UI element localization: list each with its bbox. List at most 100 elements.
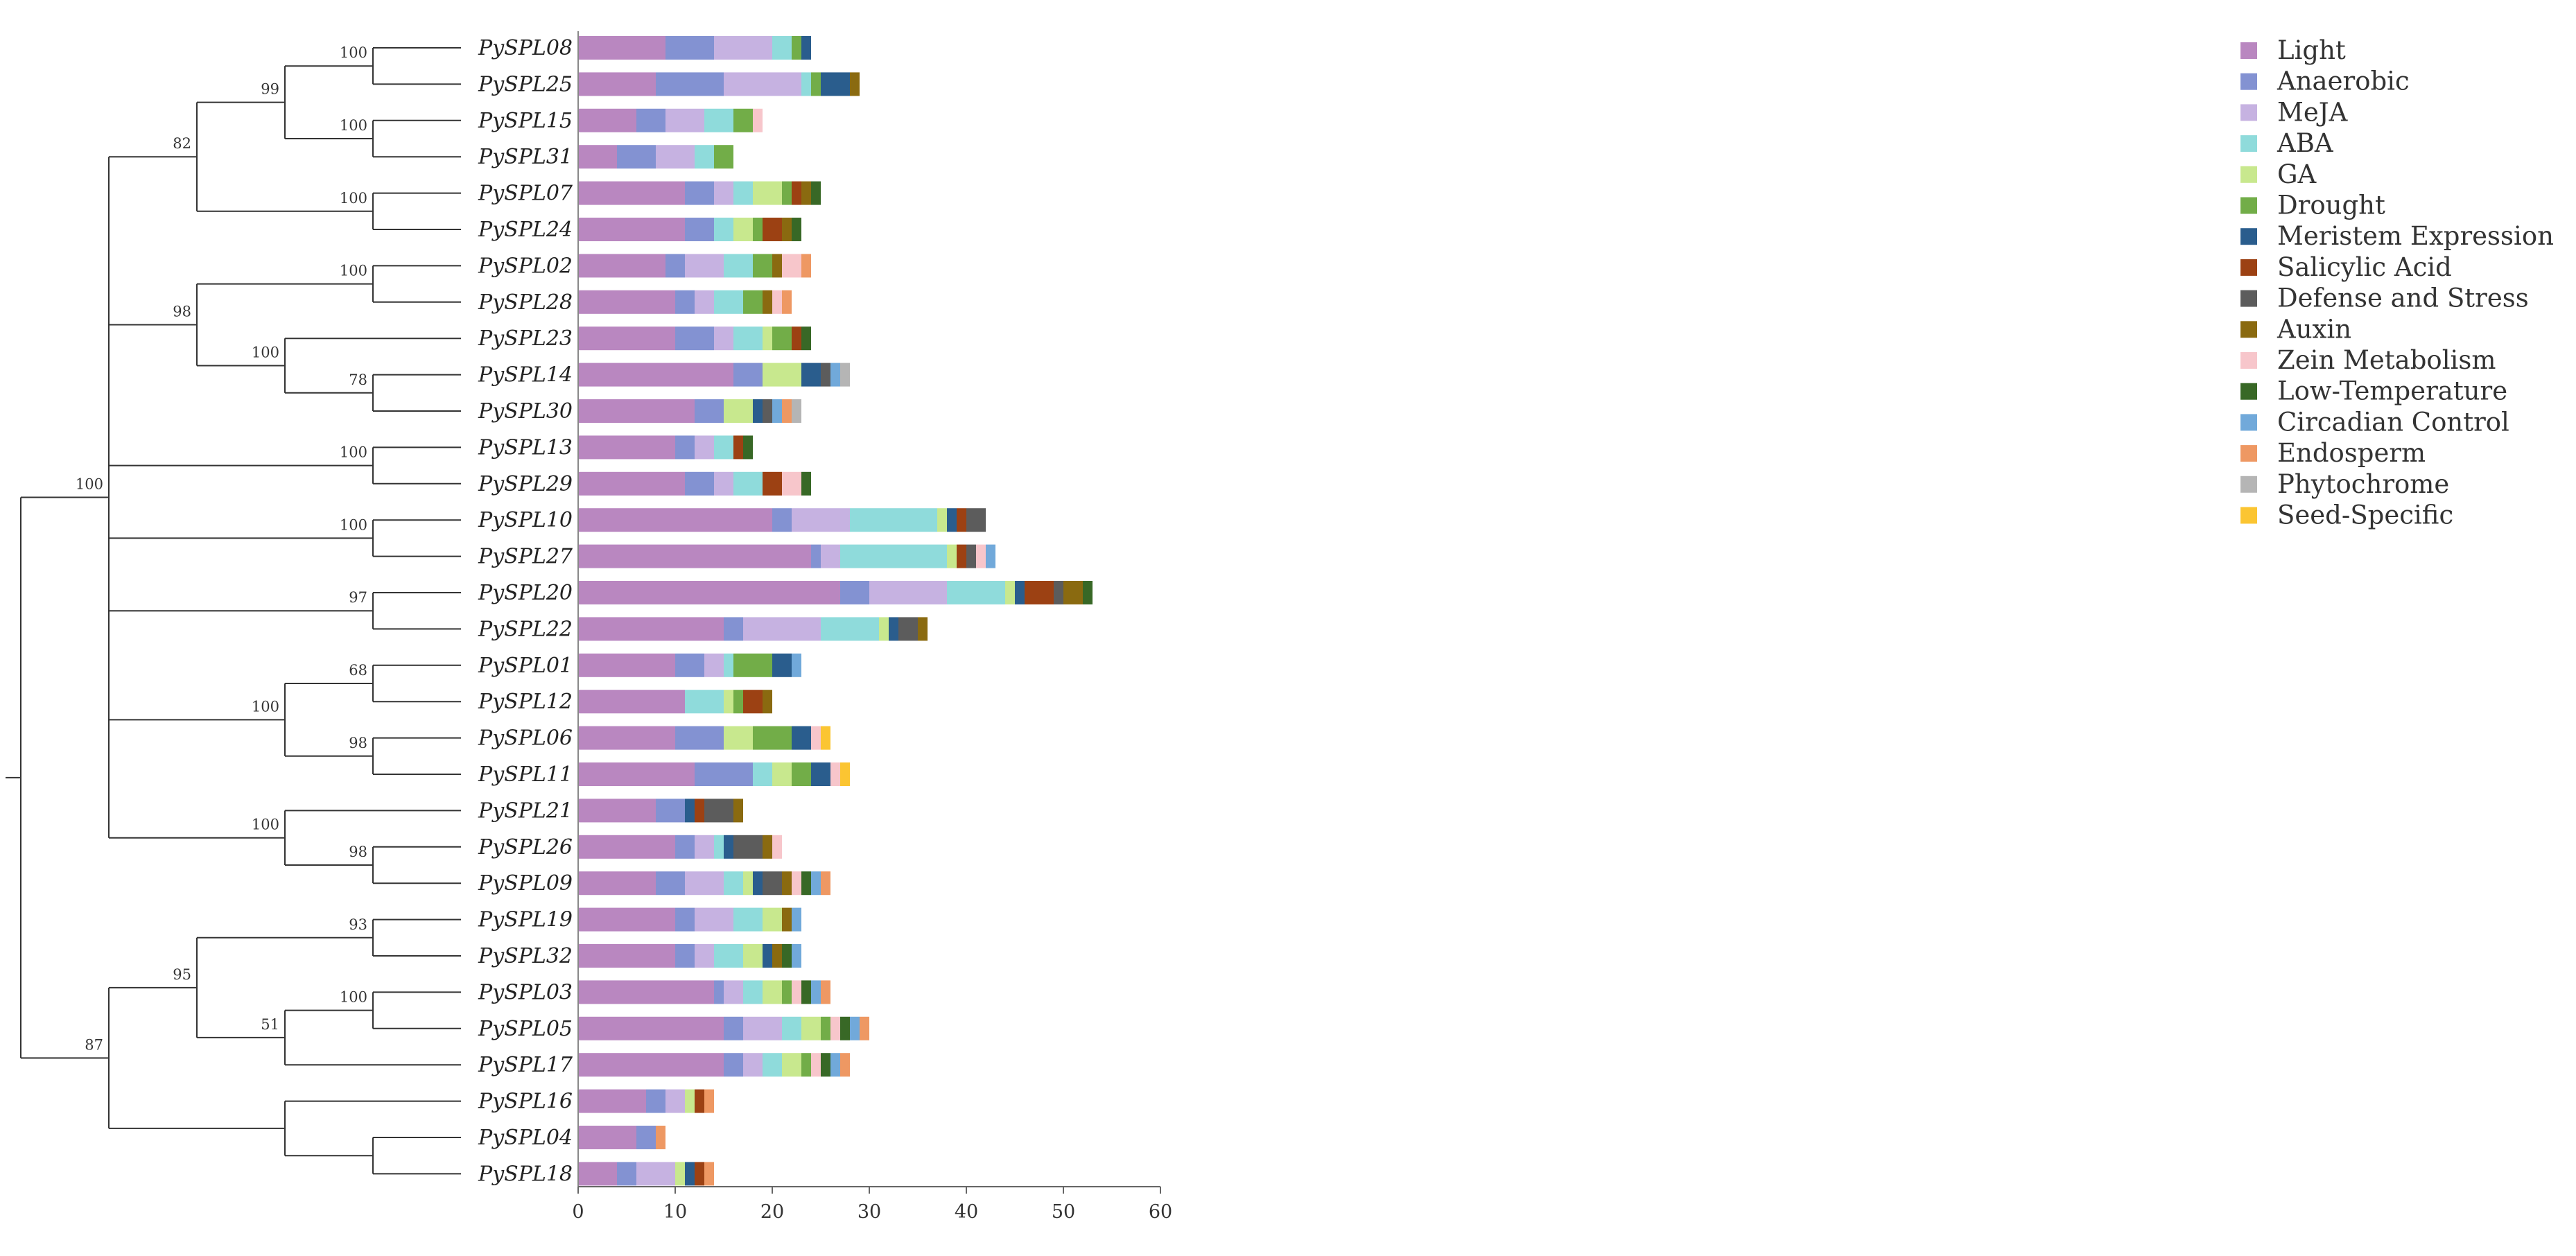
bar-segment-PySPL21-meristem-expression xyxy=(685,799,695,823)
gene-label: PySPL16 xyxy=(478,1090,573,1114)
bar-segment-PySPL09-meristem-expression xyxy=(753,871,763,896)
bar-segment-PySPL11-ga xyxy=(772,762,792,786)
bar-segment-PySPL15-drought xyxy=(733,108,753,132)
gene-label: PySPL19 xyxy=(478,908,573,932)
bar-segment-PySPL19-aba xyxy=(733,907,763,932)
legend-label: ABA xyxy=(2277,128,2334,158)
bar-segment-PySPL02-anaerobic xyxy=(665,254,685,278)
bar-segment-PySPL15-zein-metabolism xyxy=(753,108,763,132)
gene-label: PySPL10 xyxy=(478,508,573,532)
bootstrap-label: 98 xyxy=(349,735,367,751)
gene-label: PySPL25 xyxy=(478,72,573,96)
bar-segment-PySPL26-zein-metabolism xyxy=(772,835,782,859)
x-tick-label: 40 xyxy=(955,1201,978,1223)
gene-label: PySPL24 xyxy=(478,218,573,242)
bar-segment-PySPL17-low-temperature xyxy=(821,1053,830,1077)
x-tick-label: 50 xyxy=(1052,1201,1075,1223)
bar-row-PySPL01 xyxy=(578,653,801,677)
bar-segment-PySPL32-light xyxy=(578,944,675,968)
bar-segment-PySPL20-low-temperature xyxy=(1083,581,1093,604)
bar-row-PySPL04 xyxy=(578,1126,665,1149)
bar-segment-PySPL09-ga xyxy=(743,871,753,896)
bar-segment-PySPL20-anaerobic xyxy=(840,581,869,604)
bar-row-PySPL02 xyxy=(578,254,811,278)
bar-segment-PySPL09-zein-metabolism xyxy=(792,871,801,896)
bar-segment-PySPL08-light xyxy=(578,36,665,60)
bar-segment-PySPL08-aba xyxy=(772,36,792,60)
bar-segment-PySPL23-anaerobic xyxy=(675,326,714,351)
legend-item: Circadian Control xyxy=(2240,407,2509,437)
legend-swatch xyxy=(2240,73,2257,90)
bar-row-PySPL16 xyxy=(578,1089,714,1113)
bar-segment-PySPL09-low-temperature xyxy=(801,871,811,896)
bar-segment-PySPL19-auxin xyxy=(782,907,792,932)
bar-segment-PySPL05-aba xyxy=(782,1016,801,1040)
bar-segment-PySPL06-meristem-expression xyxy=(792,726,811,750)
bar-segment-PySPL26-meja xyxy=(695,835,714,859)
bar-segment-PySPL23-meja xyxy=(714,326,733,351)
bar-segment-PySPL30-light xyxy=(578,399,695,423)
bar-segment-PySPL15-anaerobic xyxy=(636,108,665,132)
bar-segment-PySPL06-drought xyxy=(753,726,792,750)
legend-swatch xyxy=(2240,507,2257,524)
legend-swatch xyxy=(2240,476,2257,493)
bar-segment-PySPL16-meja xyxy=(665,1089,685,1113)
bar-segment-PySPL05-endosperm xyxy=(860,1016,869,1040)
gene-label: PySPL28 xyxy=(478,290,573,315)
bar-segment-PySPL21-anaerobic xyxy=(656,799,685,823)
legend-label: Endosperm xyxy=(2277,438,2426,468)
legend-swatch xyxy=(2240,135,2257,152)
bar-row-PySPL15 xyxy=(578,108,763,132)
bar-segment-PySPL21-light xyxy=(578,799,656,823)
bar-segment-PySPL09-aba xyxy=(724,871,743,896)
bar-row-PySPL26 xyxy=(578,835,782,859)
bar-segment-PySPL30-ga xyxy=(724,399,753,423)
gene-label: PySPL20 xyxy=(478,581,573,605)
x-tick-label: 20 xyxy=(760,1201,784,1223)
bar-segment-PySPL32-anaerobic xyxy=(675,944,695,968)
gene-label: PySPL26 xyxy=(478,835,573,860)
bar-segment-PySPL14-phytochrome xyxy=(840,363,850,387)
bar-segment-PySPL07-drought xyxy=(782,181,792,205)
bar-segment-PySPL24-anaerobic xyxy=(685,218,714,241)
bar-segment-PySPL13-meja xyxy=(695,435,714,460)
legend-label: Seed-Specific xyxy=(2277,500,2453,530)
bar-segment-PySPL07-low-temperature xyxy=(811,181,821,205)
bar-row-PySPL11 xyxy=(578,762,850,786)
bar-segment-PySPL01-light xyxy=(578,653,675,677)
bar-segment-PySPL09-defense-and-stress xyxy=(763,871,782,896)
gene-label: PySPL22 xyxy=(478,617,573,641)
bar-segment-PySPL30-anaerobic xyxy=(695,399,724,423)
bar-segment-PySPL24-drought xyxy=(753,218,763,241)
bar-segment-PySPL13-light xyxy=(578,435,675,460)
bar-segment-PySPL27-zein-metabolism xyxy=(976,544,986,568)
legend-item: ABA xyxy=(2240,128,2334,158)
bar-segment-PySPL18-meristem-expression xyxy=(685,1162,695,1186)
bar-segment-PySPL03-circadian-control xyxy=(811,980,821,1004)
gene-label: PySPL12 xyxy=(478,690,573,714)
bar-segment-PySPL32-meristem-expression xyxy=(763,944,772,968)
bar-segment-PySPL31-drought xyxy=(714,145,733,169)
gene-label: PySPL09 xyxy=(478,871,573,896)
bar-segment-PySPL25-anaerobic xyxy=(656,72,724,96)
bar-segment-PySPL22-light xyxy=(578,617,724,641)
legend-item: Low-Temperature xyxy=(2240,376,2507,406)
bar-row-PySPL20 xyxy=(578,581,1093,604)
bar-row-PySPL13 xyxy=(578,435,753,460)
bar-row-PySPL12 xyxy=(578,690,772,714)
bar-segment-PySPL01-circadian-control xyxy=(792,653,801,677)
bar-segment-PySPL20-light xyxy=(578,581,840,604)
bar-segment-PySPL18-anaerobic xyxy=(617,1162,636,1186)
bar-segment-PySPL32-low-temperature xyxy=(782,944,792,968)
bar-segment-PySPL22-aba xyxy=(821,617,879,641)
x-axis: 0 10 20 30 40 50 60 xyxy=(572,1187,1172,1223)
bar-segment-PySPL17-aba xyxy=(763,1053,782,1077)
bar-segment-PySPL30-phytochrome xyxy=(792,399,801,423)
bar-segment-PySPL25-meristem-expression xyxy=(821,72,850,96)
bar-segment-PySPL28-auxin xyxy=(763,290,772,314)
bar-segment-PySPL18-meja xyxy=(636,1162,675,1186)
bar-segment-PySPL03-anaerobic xyxy=(714,980,724,1004)
legend-swatch xyxy=(2240,383,2257,400)
bar-segment-PySPL17-zein-metabolism xyxy=(811,1053,821,1077)
bootstrap-label: 95 xyxy=(173,966,191,983)
